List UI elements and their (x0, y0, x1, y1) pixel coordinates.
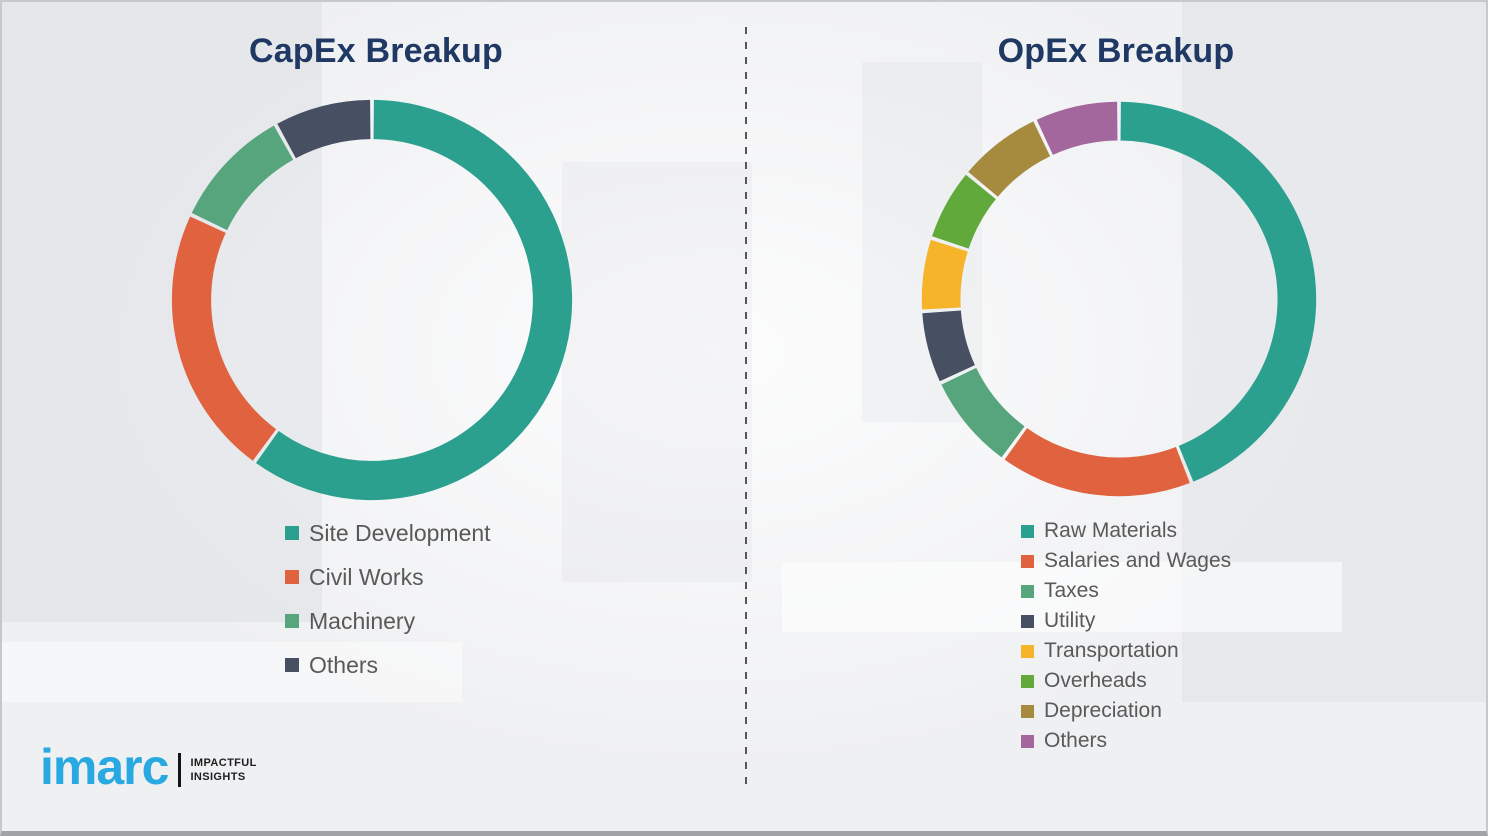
background-texture-block (2, 642, 462, 702)
legend-label: Others (1044, 729, 1108, 752)
legend-item-overheads: Overheads (1021, 666, 1231, 696)
logo-tagline-line2: INSIGHTS (190, 771, 246, 783)
donut-segment-others (1036, 101, 1118, 155)
background-texture-block (2, 2, 322, 622)
legend-label: Site Development (309, 519, 491, 546)
legend-label: Machinery (309, 607, 416, 634)
legend-item-depreciation: Depreciation (1021, 696, 1231, 726)
donut-segment-utility (922, 310, 975, 382)
capex-donut-chart (171, 99, 573, 501)
legend-item-utility: Utility (1021, 606, 1231, 636)
legend-marker-civil-works (285, 570, 299, 584)
legend-marker-machinery (285, 614, 299, 628)
donut-segment-raw-materials (1120, 101, 1317, 482)
panel-divider-dashed-line (745, 27, 747, 792)
legend-item-machinery: Machinery (285, 599, 491, 643)
background-texture-block (562, 162, 752, 582)
capex-chart-title: CapEx Breakup (249, 32, 503, 70)
legend-label: Utility (1044, 609, 1096, 632)
legend-label: Others (309, 651, 379, 678)
logo-tagline-line1: IMPACTFUL (190, 756, 257, 769)
legend-item-salaries-and-wages: Salaries and Wages (1021, 546, 1231, 576)
legend-label: Raw Materials (1044, 519, 1178, 542)
legend-marker-utility (1021, 614, 1034, 628)
legend-item-others: Others (1021, 726, 1231, 756)
opex-chart-title: OpEx Breakup (997, 32, 1235, 70)
donut-segment-salaries-and-wages (1004, 428, 1190, 497)
donut-segment-transportation (921, 239, 968, 310)
opex-donut-chart (921, 101, 1317, 497)
capex-legend: Site Development Civil Works Machinery Othe… (285, 511, 491, 687)
logo-tagline: IMPACTFUL INSIGHTS (190, 756, 256, 785)
donut-segment-others (277, 99, 371, 159)
legend-marker-transportation (1021, 644, 1034, 658)
legend-item-transportation: Transportation (1021, 636, 1231, 666)
legend-marker-depreciation (1021, 704, 1034, 718)
legend-item-others: Others (285, 643, 491, 687)
legend-label: Taxes (1044, 579, 1099, 602)
legend-marker-raw-materials (1021, 524, 1034, 538)
legend-label: Salaries and Wages (1044, 549, 1232, 572)
background-texture-block (782, 562, 1342, 632)
legend-marker-site-development (285, 526, 299, 540)
legend-item-site-development: Site Development (285, 511, 491, 555)
imarc-logo-text: imarc (40, 739, 169, 795)
legend-item-taxes: Taxes (1021, 576, 1231, 606)
legend-marker-others (1021, 734, 1034, 748)
legend-item-raw-materials: Raw Materials (1021, 516, 1231, 546)
donut-segment-machinery (191, 125, 294, 231)
legend-marker-taxes (1021, 584, 1034, 598)
legend-marker-overheads (1021, 674, 1034, 688)
donut-segment-taxes (941, 367, 1025, 458)
legend-item-civil-works: Civil Works (285, 555, 491, 599)
legend-label: Civil Works (309, 563, 424, 590)
imarc-logo: imarc IMPACTFUL INSIGHTS (40, 742, 257, 792)
opex-legend: Raw Materials Salaries and Wages Taxes Util… (1021, 516, 1231, 756)
donut-segment-civil-works (171, 216, 277, 461)
legend-label: Depreciation (1044, 699, 1162, 722)
legend-marker-others (285, 658, 299, 672)
donut-segment-depreciation (968, 121, 1051, 197)
legend-label: Transportation (1044, 639, 1179, 662)
legend-label: Overheads (1044, 669, 1147, 692)
logo-divider-bar (178, 753, 182, 787)
legend-marker-salaries-and-wages (1021, 554, 1034, 568)
donut-segment-site-development (255, 99, 573, 501)
donut-segment-overheads (932, 174, 996, 249)
